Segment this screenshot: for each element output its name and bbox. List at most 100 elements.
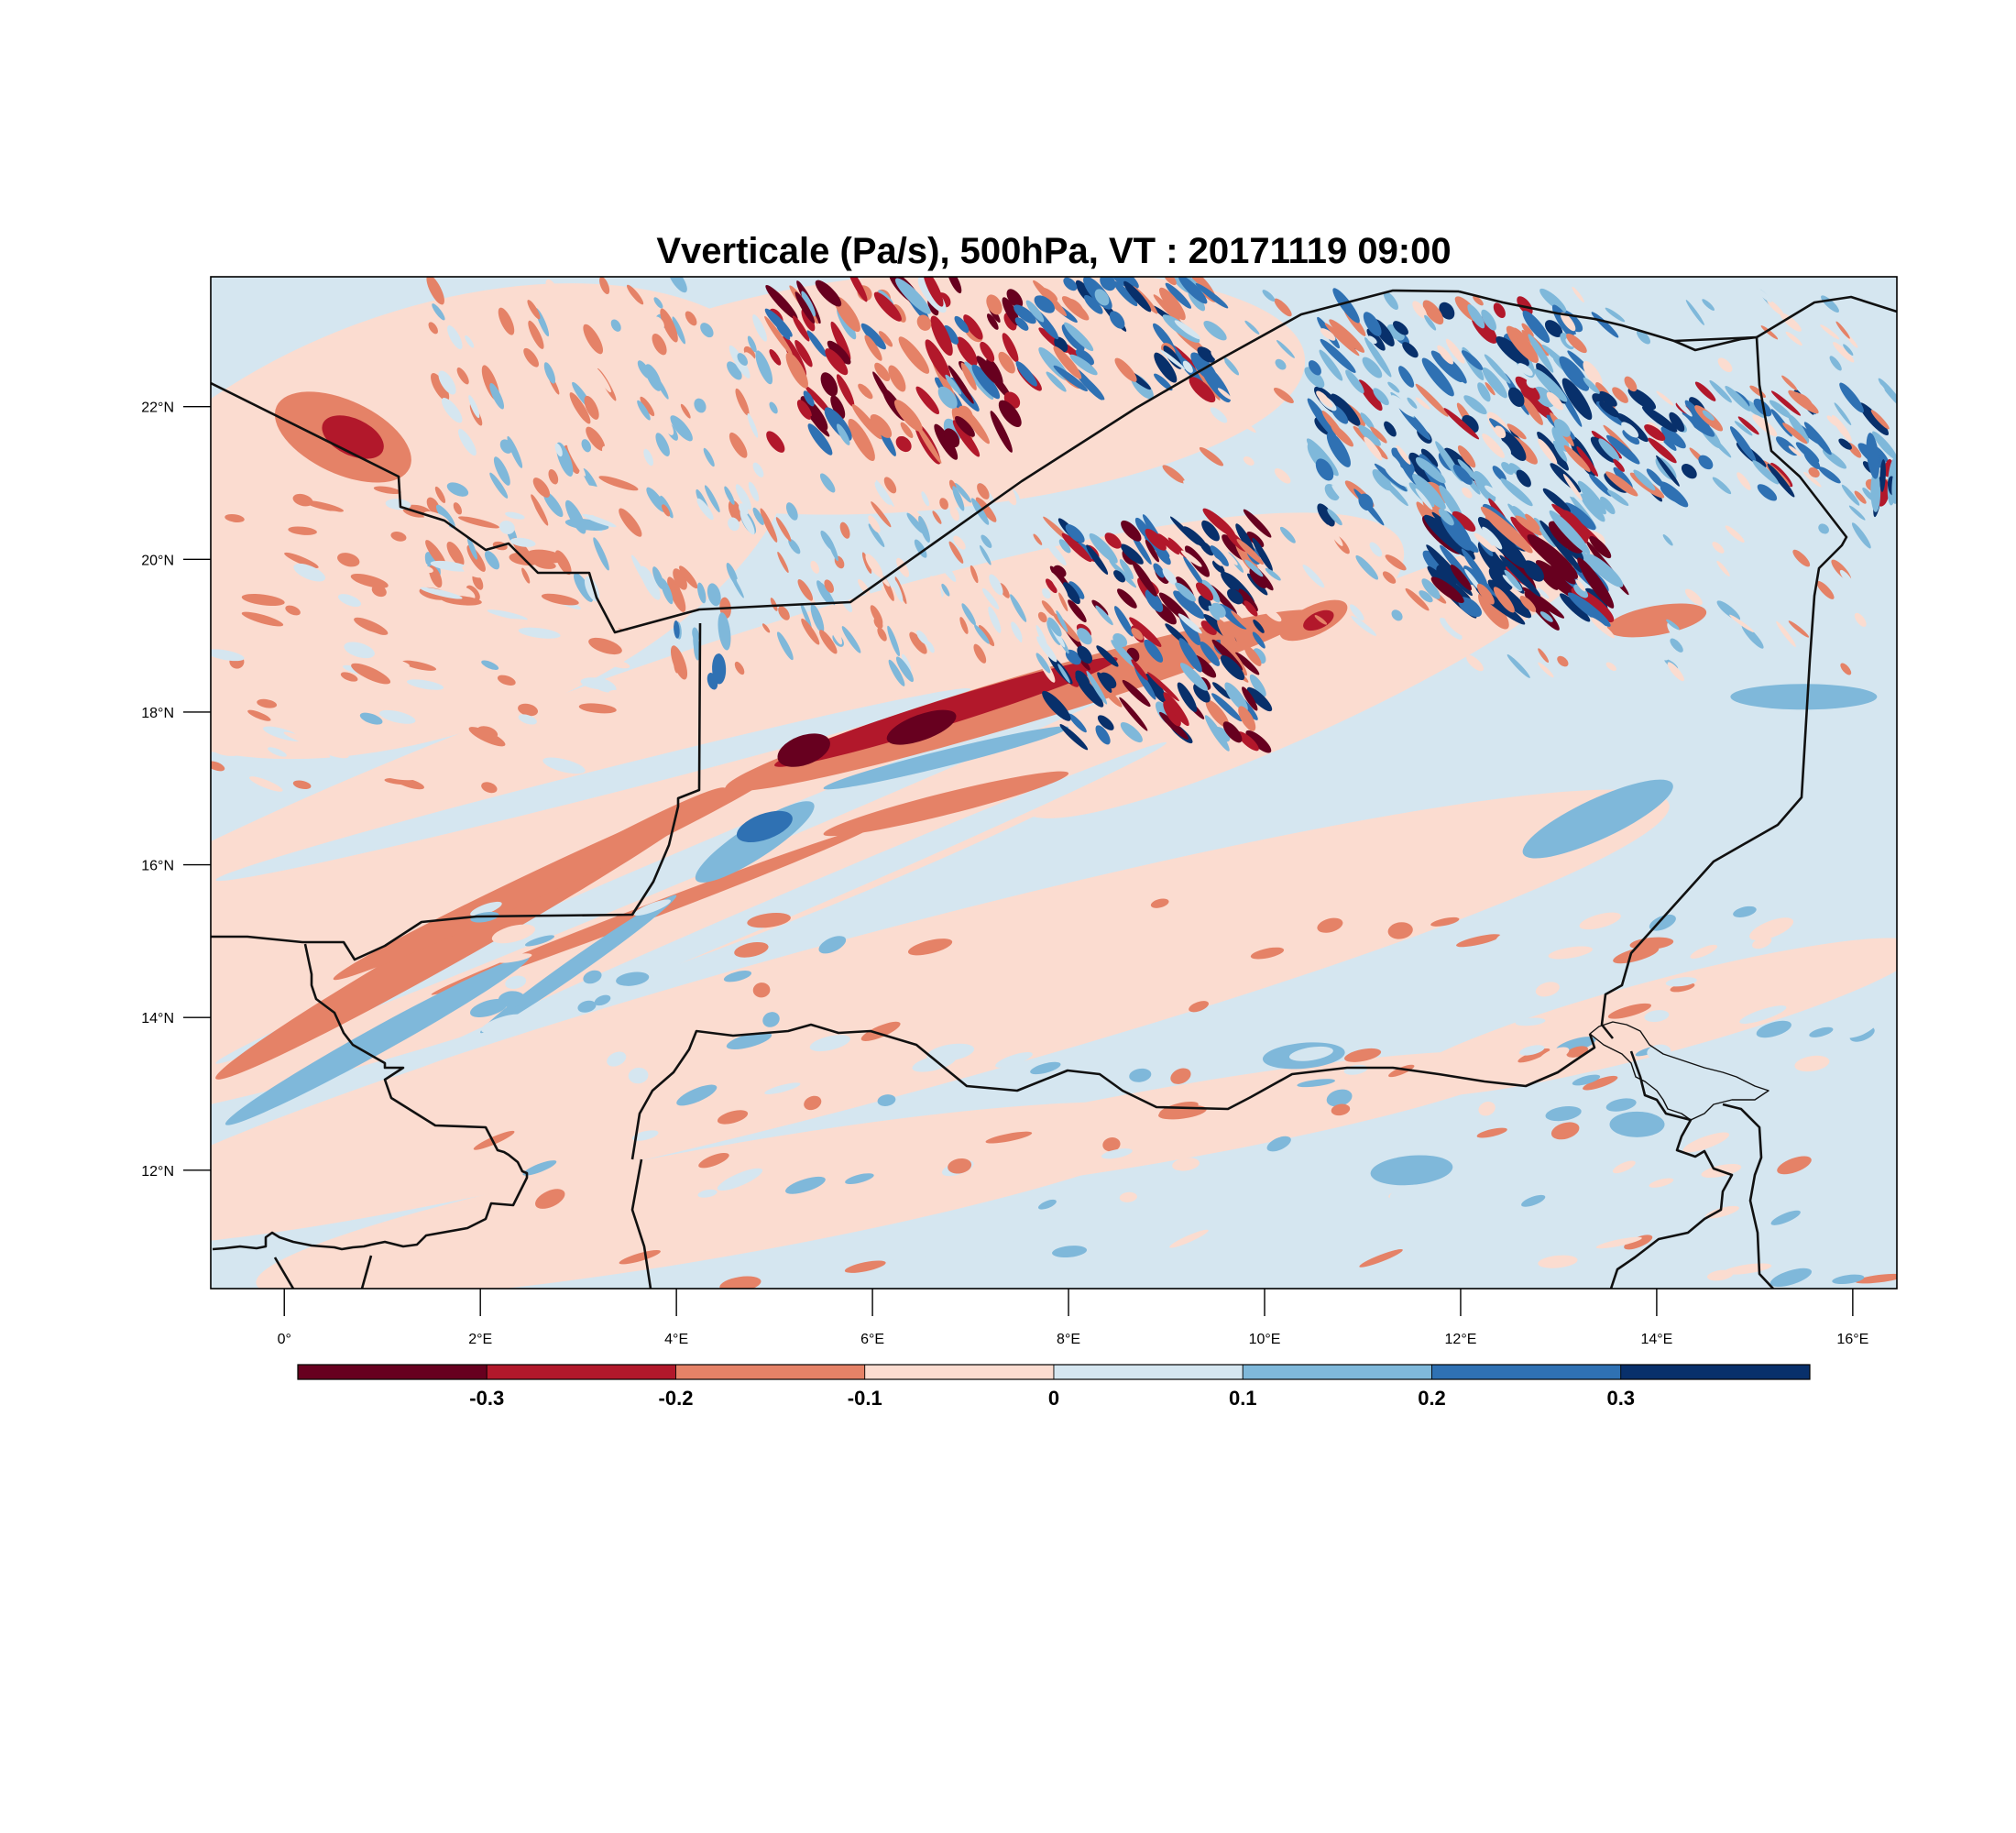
weak-wave-cell bbox=[1562, 473, 1583, 501]
wave-cell bbox=[1878, 378, 1897, 410]
wave-cell bbox=[1415, 383, 1449, 417]
wave-cell bbox=[1770, 390, 1802, 416]
wave-cell bbox=[1577, 557, 1615, 609]
weak-wave-cell bbox=[1739, 1005, 1787, 1024]
weak-wave-cell bbox=[655, 433, 670, 456]
weak-wave-cell bbox=[1674, 398, 1693, 417]
wave-cell bbox=[1589, 474, 1612, 497]
weak-wave-cell bbox=[1444, 615, 1467, 637]
weak-wave-cell bbox=[241, 611, 284, 627]
wave-cell bbox=[1854, 490, 1867, 504]
wave-cell bbox=[1220, 654, 1245, 681]
wave-cell bbox=[916, 424, 942, 464]
weak-wave-cell bbox=[1456, 934, 1501, 948]
weak-wave-cell bbox=[521, 486, 537, 517]
wave-cell bbox=[858, 383, 873, 400]
weak-wave-cell bbox=[1794, 1055, 1830, 1072]
weak-wave-cell bbox=[1370, 426, 1387, 444]
weak-wave-cell bbox=[1685, 300, 1705, 325]
weak-wave-cell bbox=[543, 362, 556, 384]
colorbar-label: 0.3 bbox=[1606, 1387, 1635, 1410]
wave-cell bbox=[1053, 565, 1067, 577]
weak-wave-cell bbox=[1539, 611, 1553, 622]
wave-cell bbox=[1205, 699, 1230, 728]
wave-cell bbox=[810, 415, 830, 437]
wave-cell bbox=[925, 339, 951, 380]
weak-wave-cell bbox=[1545, 1105, 1582, 1122]
weak-wave-cell bbox=[1150, 898, 1169, 908]
wave-cell bbox=[1457, 458, 1479, 482]
weak-wave-cell bbox=[700, 323, 714, 338]
weak-wave-cell bbox=[567, 445, 586, 477]
weak-wave-cell bbox=[680, 1267, 727, 1284]
wave-cell bbox=[1517, 296, 1533, 315]
weak-wave-cell bbox=[1855, 1273, 1897, 1284]
weak-wave-cell bbox=[619, 949, 640, 960]
wave-cell bbox=[1200, 641, 1221, 666]
wave-cell bbox=[1648, 437, 1677, 464]
weak-wave-cell bbox=[1285, 557, 1302, 574]
weak-wave-cell bbox=[1834, 588, 1860, 611]
wave-cell bbox=[1422, 300, 1444, 325]
weak-wave-cell bbox=[729, 572, 744, 598]
wave-cell bbox=[1704, 431, 1732, 458]
weak-wave-cell bbox=[734, 661, 745, 675]
weak-wave-cell bbox=[1526, 378, 1538, 389]
weak-wave-cell bbox=[824, 579, 835, 593]
weak-wave-cell bbox=[906, 512, 925, 534]
weak-wave-cell bbox=[489, 382, 505, 410]
weak-wave-cell bbox=[301, 641, 331, 653]
weak-wave-cell bbox=[378, 709, 416, 724]
weak-wave-cell bbox=[1035, 625, 1047, 647]
wave-cell bbox=[1104, 532, 1122, 549]
wave-cell bbox=[1252, 537, 1273, 572]
lat-tick-label: 14°N bbox=[141, 1011, 174, 1026]
wave-cell bbox=[1114, 277, 1139, 289]
wave-cell bbox=[1113, 570, 1125, 583]
weak-wave-cell bbox=[1521, 1194, 1546, 1207]
weak-wave-cell bbox=[667, 277, 687, 293]
weak-wave-cell bbox=[1728, 587, 1746, 602]
weak-wave-cell bbox=[465, 335, 475, 348]
weak-wave-cell bbox=[1326, 630, 1336, 642]
wave-cell bbox=[930, 315, 953, 357]
wave-cell bbox=[1803, 422, 1832, 456]
wave-cell bbox=[1244, 600, 1258, 617]
weak-wave-cell bbox=[1014, 626, 1023, 643]
weak-wave-cell bbox=[1575, 579, 1586, 592]
weak-wave-cell bbox=[1834, 402, 1852, 426]
wave-cell bbox=[1560, 510, 1589, 544]
weak-wave-cell bbox=[752, 314, 767, 342]
weak-wave-cell bbox=[1507, 1235, 1534, 1254]
wave-cell bbox=[1515, 376, 1540, 401]
wave-cell bbox=[1146, 672, 1179, 702]
wave-cell bbox=[961, 407, 990, 445]
weak-wave-cell bbox=[1382, 571, 1397, 584]
weak-wave-cell bbox=[936, 555, 957, 582]
weak-wave-cell bbox=[748, 481, 760, 502]
wave-cell bbox=[673, 649, 680, 674]
weak-wave-cell bbox=[481, 1014, 525, 1034]
weak-wave-cell bbox=[728, 499, 742, 522]
weak-wave-cell bbox=[542, 491, 564, 518]
colorbar-segment bbox=[864, 1364, 1055, 1380]
weak-wave-cell bbox=[995, 1051, 1033, 1068]
wave-cell bbox=[895, 278, 931, 314]
wave-cell bbox=[830, 321, 851, 361]
weak-wave-cell bbox=[1369, 542, 1383, 557]
wave-cell bbox=[794, 339, 813, 368]
wave-cell bbox=[1484, 354, 1511, 384]
weak-wave-cell bbox=[1835, 321, 1850, 339]
ascent-blob bbox=[1370, 1155, 1453, 1186]
weak-wave-cell bbox=[1744, 640, 1768, 660]
weak-wave-cell bbox=[336, 625, 358, 635]
wave-cell bbox=[1589, 535, 1612, 559]
wave-cell bbox=[1095, 605, 1113, 626]
weak-wave-cell bbox=[1737, 472, 1751, 490]
weak-wave-cell bbox=[1572, 1142, 1605, 1157]
weak-wave-cell bbox=[637, 400, 651, 421]
latitude-axis: 22°N 20°N 18°N 16°N 14°N 12°N bbox=[141, 401, 211, 1180]
weak-wave-cell bbox=[1250, 947, 1285, 960]
wave-cell bbox=[1235, 523, 1255, 554]
wave-cell bbox=[1163, 692, 1189, 727]
